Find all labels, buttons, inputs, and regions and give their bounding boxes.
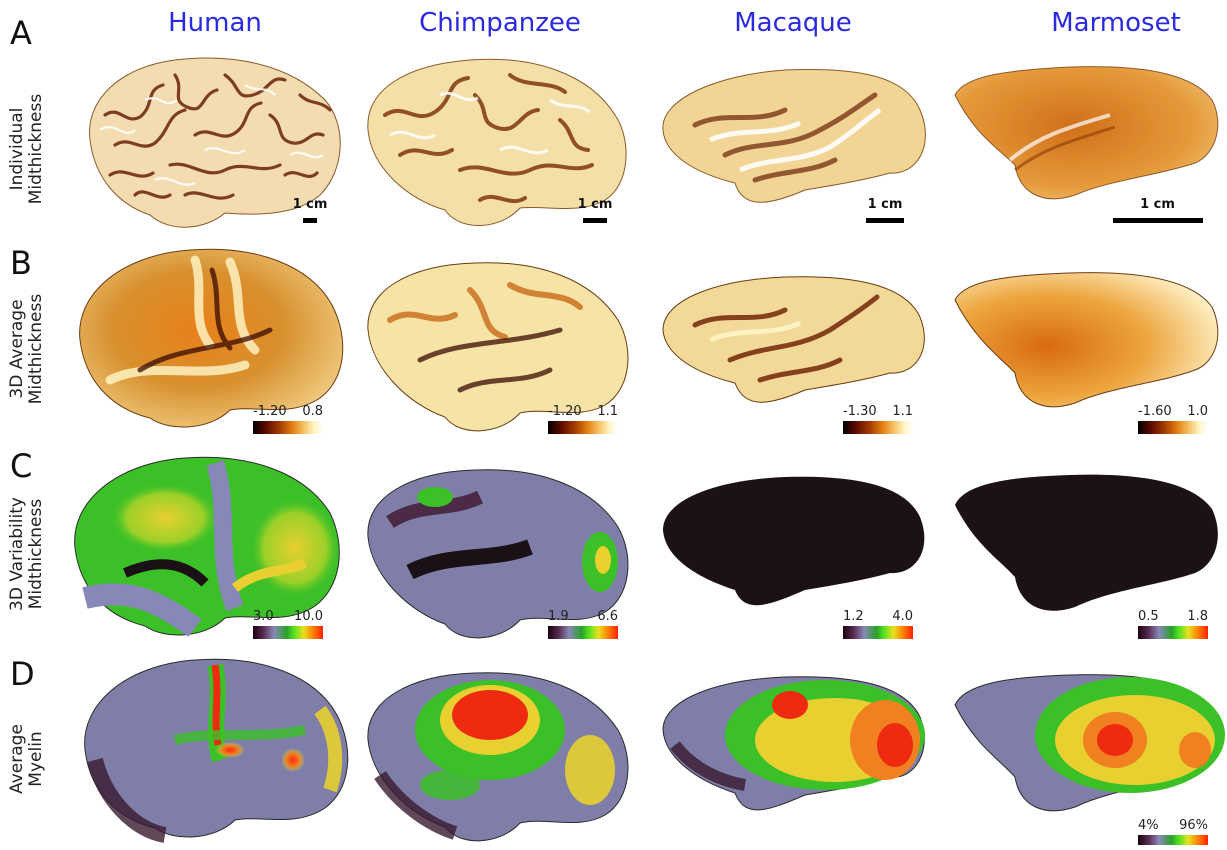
colorbar-b-marmoset-strip	[1138, 421, 1208, 434]
colorbar-c-chimpanzee-strip	[548, 626, 618, 639]
colorbar-c-chimpanzee-max: 6.6	[597, 609, 618, 624]
scale-bar-human-label: 1 cm	[292, 197, 328, 212]
colorbar-b-macaque-max: 1.1	[892, 404, 913, 419]
colorbar-c-macaque-min: 1.2	[843, 609, 864, 624]
row-label-d-line1: Average	[7, 724, 27, 794]
scale-bar-marmoset-label: 1 cm	[1140, 197, 1175, 212]
brain-chimpanzee-average-myelin	[367, 672, 629, 842]
colorbar-b-marmoset-max: 1.0	[1187, 404, 1208, 419]
colorbar-b-human-min: -1.20	[253, 404, 287, 419]
colorbar-b-chimpanzee: -1.20 1.1	[548, 404, 618, 434]
colorbar-c-macaque: 1.2 4.0	[843, 609, 913, 639]
brain-macaque-individual	[662, 68, 926, 203]
colorbar-c-chimpanzee: 1.9 6.6	[548, 609, 618, 639]
brain-chimpanzee-3d-average	[367, 262, 629, 432]
colorbar-c-human-strip	[253, 626, 323, 639]
colorbar-c-macaque-max: 4.0	[892, 609, 913, 624]
brain-human-individual	[89, 57, 341, 228]
brain-marmoset-individual	[954, 66, 1219, 200]
scale-bar-marmoset-line	[1112, 218, 1203, 223]
row-letter-b: B	[10, 244, 32, 282]
scale-bar-chimpanzee-label: 1 cm	[577, 197, 613, 212]
colorbar-c-macaque-strip	[843, 626, 913, 639]
row-label-b-line2: Midthickness	[26, 293, 46, 405]
row-label-a-line2: Midthickness	[26, 93, 46, 205]
scale-bar-macaque-line	[866, 218, 904, 223]
column-title-marmoset: Marmoset	[1051, 8, 1181, 38]
brain-human-average-myelin	[84, 658, 349, 843]
brain-marmoset-3d-average	[954, 272, 1219, 408]
colorbar-c-marmoset-max: 1.8	[1187, 609, 1208, 624]
colorbar-d: 4% 96%	[1138, 818, 1208, 845]
row-label-c: 3D Variability Midthickness	[7, 479, 46, 629]
colorbar-b-macaque-min: -1.30	[843, 404, 877, 419]
colorbar-c-human: 3.0 10.0	[253, 609, 323, 639]
column-title-human: Human	[168, 8, 262, 38]
brain-chimpanzee-individual	[367, 58, 627, 226]
scale-bar-human: 1 cm	[285, 197, 335, 223]
scale-bar-macaque: 1 cm	[855, 197, 915, 223]
colorbar-c-human-min: 3.0	[253, 609, 274, 624]
colorbar-b-chimpanzee-min: -1.20	[548, 404, 582, 419]
brain-human-3d-average	[79, 248, 344, 428]
colorbar-b-human: -1.20 0.8	[253, 404, 323, 434]
brain-human-3d-variability	[74, 456, 340, 637]
colorbar-d-max: 96%	[1179, 818, 1208, 833]
colorbar-c-marmoset-min: 0.5	[1138, 609, 1159, 624]
row-label-b-line1: 3D Average	[7, 299, 27, 399]
row-label-d: Average Myelin	[7, 684, 46, 834]
brain-macaque-average-myelin	[662, 676, 925, 811]
colorbar-d-strip	[1138, 835, 1208, 845]
colorbar-c-human-max: 10.0	[294, 609, 323, 624]
colorbar-b-macaque: -1.30 1.1	[843, 404, 913, 434]
colorbar-b-marmoset-min: -1.60	[1138, 404, 1172, 419]
row-label-c-line2: Midthickness	[26, 498, 46, 610]
brain-macaque-3d-variability	[663, 476, 925, 606]
colorbar-b-chimpanzee-max: 1.1	[597, 404, 618, 419]
row-label-a-line1: Individual	[7, 107, 27, 191]
brain-marmoset-3d-variability	[955, 474, 1218, 611]
row-label-b: 3D Average Midthickness	[7, 274, 46, 424]
row-label-d-line2: Myelin	[26, 731, 46, 787]
brain-marmoset-average-myelin	[954, 674, 1225, 812]
scale-bar-marmoset: 1 cm	[1110, 197, 1205, 223]
row-letter-a: A	[10, 14, 32, 52]
scale-bar-chimpanzee: 1 cm	[565, 197, 625, 223]
colorbar-c-marmoset: 0.5 1.8	[1138, 609, 1208, 639]
colorbar-b-macaque-strip	[843, 421, 913, 434]
row-label-c-line1: 3D Variability	[7, 497, 27, 611]
colorbar-b-human-max: 0.8	[302, 404, 323, 419]
scale-bar-human-line	[303, 218, 317, 223]
colorbar-b-marmoset: -1.60 1.0	[1138, 404, 1208, 434]
colorbar-c-marmoset-strip	[1138, 626, 1208, 639]
brain-chimpanzee-3d-variability	[367, 469, 629, 639]
brain-macaque-3d-average	[662, 276, 925, 403]
scale-bar-chimpanzee-line	[583, 218, 607, 223]
row-letter-d: D	[10, 655, 35, 693]
row-letter-c: C	[10, 447, 33, 485]
column-title-chimpanzee: Chimpanzee	[419, 8, 581, 38]
row-label-a: Individual Midthickness	[7, 74, 46, 224]
colorbar-c-chimpanzee-min: 1.9	[548, 609, 569, 624]
scale-bar-macaque-label: 1 cm	[867, 197, 903, 212]
column-title-macaque: Macaque	[734, 8, 852, 38]
colorbar-d-min: 4%	[1138, 818, 1159, 833]
colorbar-b-chimpanzee-strip	[548, 421, 618, 434]
colorbar-b-human-strip	[253, 421, 323, 434]
